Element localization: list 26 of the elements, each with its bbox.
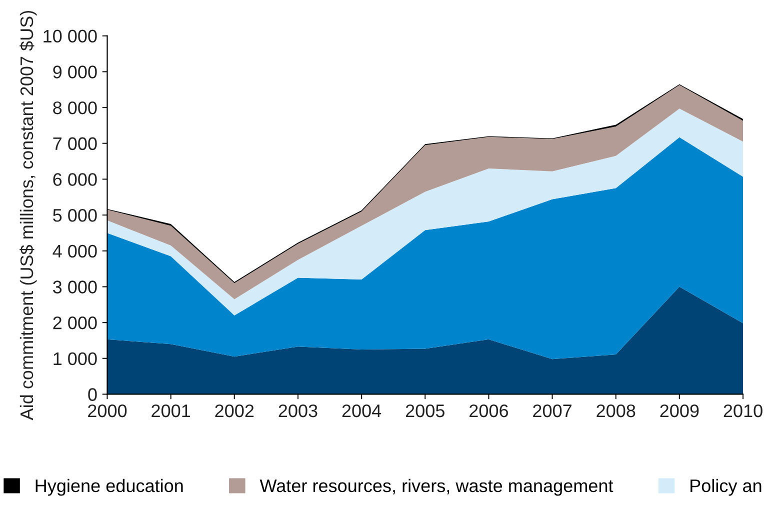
x-tick-label: 2004 <box>342 404 382 418</box>
x-tick-label: 2009 <box>660 404 699 418</box>
y-tick-label: 5 000 <box>53 208 97 222</box>
y-tick-label: 9 000 <box>53 66 97 78</box>
x-tick-label: 2001 <box>152 404 190 418</box>
y-tick-label: 2 000 <box>53 316 97 330</box>
y-tick-label: 4 000 <box>52 244 97 258</box>
y-axis-title: Aid commitment (US$ millions, constant 2007 $US) <box>20 10 37 420</box>
x-tick-label: 2003 <box>278 404 318 418</box>
x-tick-label: 2005 <box>406 404 444 418</box>
legend-label: Hygiene education <box>36 478 183 496</box>
x-tick-label: 2002 <box>215 404 254 418</box>
legend-label: Water resources, rivers, waste management <box>260 478 614 496</box>
x-tick-label: 2000 <box>88 404 127 418</box>
x-tick-label: 2010 <box>724 404 762 418</box>
y-tick-label: 3 000 <box>53 280 97 294</box>
y-tick-label: 10 000 <box>44 30 97 43</box>
x-tick-label: 2008 <box>596 404 636 418</box>
x-tick-label: 2007 <box>533 404 572 418</box>
y-tick-label: 7 000 <box>53 137 97 150</box>
y-tick-label: 0 <box>88 388 97 401</box>
y-tick-label: 6 000 <box>53 173 97 186</box>
y-tick-label: 8 000 <box>53 101 97 114</box>
x-tick-label: 2006 <box>470 404 508 418</box>
y-tick-label: 1 000 <box>54 352 97 366</box>
legend-label: Policy an <box>690 478 762 496</box>
